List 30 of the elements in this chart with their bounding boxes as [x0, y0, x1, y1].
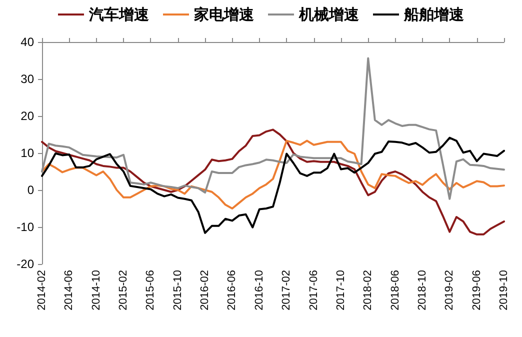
- x-tick-label: 2015-10: [172, 270, 184, 310]
- x-tick-label: 2019-10: [498, 270, 510, 310]
- x-tick-label: 2015-06: [144, 270, 157, 310]
- legend-label: 船舶增速: [403, 6, 465, 24]
- x-tick-label: 2014-02: [36, 270, 48, 310]
- legend-label: 机械增速: [298, 6, 360, 24]
- x-tick-label: 2016-02: [199, 270, 212, 310]
- line-series: [41, 140, 505, 210]
- y-tick-label: 40: [20, 35, 34, 49]
- x-tick-label: 2018-02: [362, 270, 374, 310]
- x-tick-label: 2015-02: [118, 270, 130, 310]
- legend-label: 汽车增速: [88, 6, 150, 24]
- y-tick-label: -20: [16, 257, 34, 271]
- x-tick-label: 2018-10: [416, 270, 428, 310]
- x-tick-label: 2014-10: [90, 270, 102, 310]
- x-tick-label: 2017-02: [280, 270, 293, 310]
- x-tick-label: 2016-06: [226, 270, 238, 310]
- x-tick-label: 2017-06: [308, 270, 320, 310]
- y-tick-label: 20: [20, 109, 34, 123]
- x-tick-label: 2014-06: [63, 270, 76, 310]
- y-tick-label: 10: [20, 146, 34, 160]
- x-tick-label: 2019-02: [444, 270, 456, 310]
- y-tick-label: -10: [16, 220, 34, 234]
- x-tick-label: 2017-10: [334, 270, 347, 310]
- x-tick-label: 2018-06: [389, 270, 402, 310]
- x-tick-label: 2019-06: [470, 270, 483, 310]
- y-tick-label: 0: [27, 183, 34, 197]
- y-tick-label: 30: [20, 72, 34, 86]
- legend-label: 家电增速: [193, 6, 255, 24]
- x-tick-label: 2016-10: [253, 270, 266, 310]
